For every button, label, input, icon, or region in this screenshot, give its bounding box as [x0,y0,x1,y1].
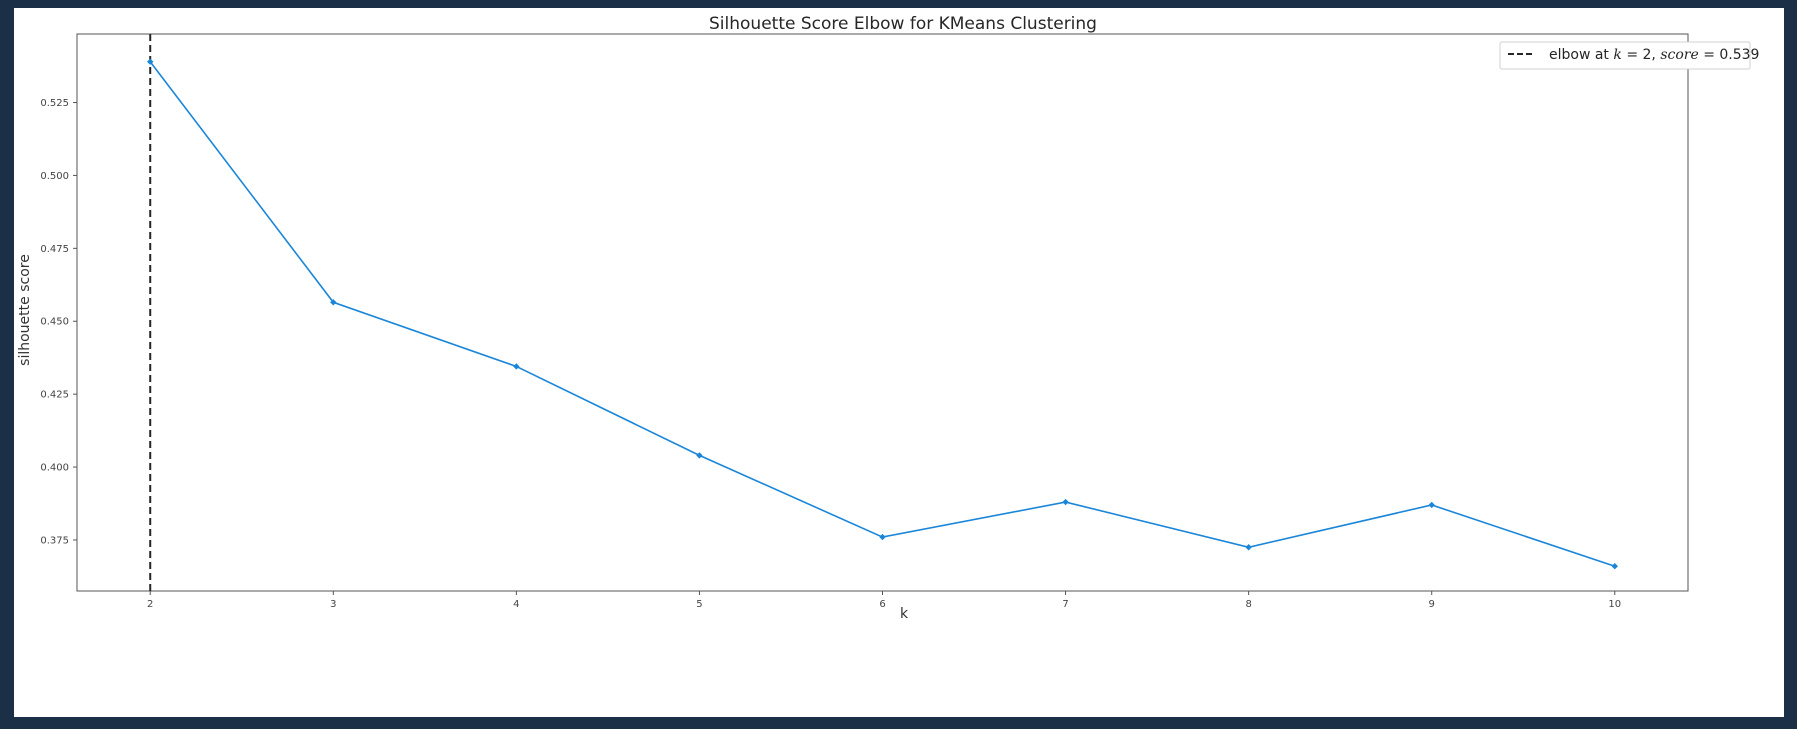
x-tick-label: 9 [1429,599,1435,610]
data-point [696,452,703,459]
x-tick-label: 7 [1062,599,1068,610]
x-tick-label: 5 [696,599,702,610]
data-point [1428,501,1435,509]
x-axis-label: k [900,606,909,622]
y-axis-ticks: 0.375 0.400 0.425 0.450 0.475 0.500 0.525 [40,98,77,546]
x-tick-label: 10 [1608,599,1621,610]
data-point [330,299,337,306]
data-point [513,363,520,370]
y-tick-label: 0.475 [40,244,69,255]
legend: elbow at k = 2, score = 0.539 [1499,41,1759,70]
x-tick-label: 8 [1245,599,1251,610]
legend-prefix: elbow at [1549,47,1613,63]
legend-box [1499,41,1751,70]
x-axis-ticks: 2 3 4 5 6 7 8 9 10 [147,591,1621,610]
y-tick-label: 0.400 [40,463,69,474]
legend-score-variable: score [1660,47,1698,63]
data-point [1245,544,1252,551]
legend-k-equation: = 2, [1626,47,1660,63]
data-point [147,58,154,65]
y-tick-label: 0.425 [40,390,69,401]
y-tick-label: 0.525 [40,98,69,109]
data-point [1062,498,1069,506]
y-axis-label: silhouette score [17,254,33,366]
legend-k-variable: k [1613,47,1621,63]
data-point [1611,563,1618,570]
series-group [147,58,1618,570]
y-tick-label: 0.375 [40,535,69,546]
y-tick-label: 0.500 [40,171,69,182]
legend-score-equation: = 0.539 [1703,47,1759,63]
x-tick-label: 4 [513,599,519,610]
y-tick-label: 0.450 [40,317,69,328]
chart-svg: Silhouette Score Elbow for KMeans Cluste… [17,14,1759,622]
chart-figure: Silhouette Score Elbow for KMeans Cluste… [14,8,1784,717]
x-tick-label: 2 [147,599,153,610]
chart-title: Silhouette Score Elbow for KMeans Cluste… [709,14,1097,34]
plot-area [76,33,1689,592]
data-point [879,533,886,541]
x-tick-label: 6 [879,599,885,610]
legend-elbow-label: elbow at k = 2, score = 0.539 [1549,47,1759,63]
x-tick-label: 3 [330,599,336,610]
